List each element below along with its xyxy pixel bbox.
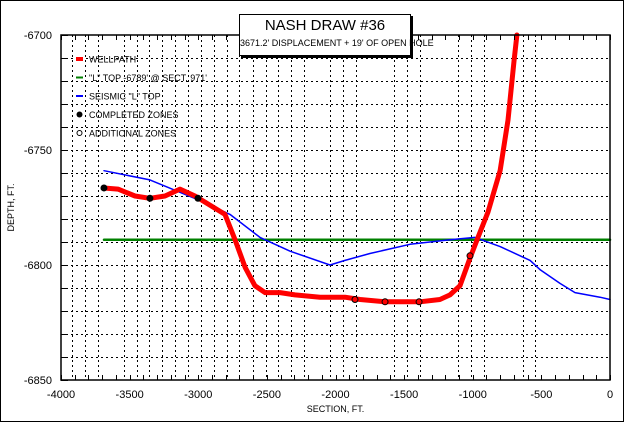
chart-title: NASH DRAW #36 [264,17,386,34]
x-tick-label: -3500 [116,389,144,401]
legend-label: ADDITIONAL ZONES [89,129,176,139]
legend-item: "L" TOP -6789' @ SECT. 971' [76,73,207,83]
grid [61,35,610,380]
legend-label: "L" TOP -6789' @ SECT. 971' [89,73,207,83]
series-wellpath [101,32,520,305]
series-seismic-l-top [103,169,611,301]
x-tick-label: -3000 [184,389,212,401]
legend-item: COMPLETED ZONES [76,110,179,120]
additional-zone-marker [351,296,359,303]
markers-layer [100,184,474,306]
x-axis-title: SECTION, FT. [307,404,365,414]
legend-swatch [76,57,83,61]
y-tick-label: -6800 [24,260,52,272]
completed-zone-marker [194,194,202,202]
additional-zone-marker [415,298,423,306]
title-box: NASH DRAW #36 3671.2' DISPLACEMENT + 19'… [239,14,434,56]
legend-label: SEISMIC "L" TOP [89,92,161,102]
x-tick-label: -500 [530,389,552,401]
series-layer [101,32,612,305]
y-tick-label: -6750 [24,145,52,157]
y-tick-label: -6700 [24,30,52,42]
x-tick-label: -4000 [47,389,75,401]
legend-item: ADDITIONAL ZONES [76,129,176,139]
legend-marker-open [76,130,83,136]
legend-marker-filled [76,111,83,118]
y-axis-title: DEPTH, FT. [6,183,16,231]
chart-subtitle: 3671.2' DISPLACEMENT + 19' OF OPEN HOLE [240,38,434,48]
legend-item: WELLPATH [76,55,136,65]
legend-label: WELLPATH [89,55,136,65]
plot-area-border [60,34,611,381]
y-tick-label: -6850 [24,375,52,387]
legend-swatch [76,76,83,79]
additional-zone-marker [381,298,389,306]
x-tick-labels: -4000 -3500 -3000 -2500 -2000 -1500 -1000 -500 0 [47,389,613,401]
legend-swatch [76,95,83,97]
y-tick-labels: -6700 -6750 -6800 -6850 [24,30,52,387]
x-tick-label: -1000 [459,389,487,401]
axis-ticks [61,35,611,381]
x-tick-label: 0 [607,389,613,401]
x-tick-label: -2000 [321,389,349,401]
completed-zone-marker [146,194,154,202]
legend-item: SEISMIC "L" TOP [76,92,161,102]
completed-zone-marker [100,184,108,192]
legend: WELLPATH "L" TOP -6789' @ SECT. 971' SEISM… [76,55,207,139]
x-tick-label: -2500 [253,389,281,401]
additional-zone-marker [466,252,474,260]
legend-label: COMPLETED ZONES [89,110,179,120]
x-tick-label: -1500 [390,389,418,401]
